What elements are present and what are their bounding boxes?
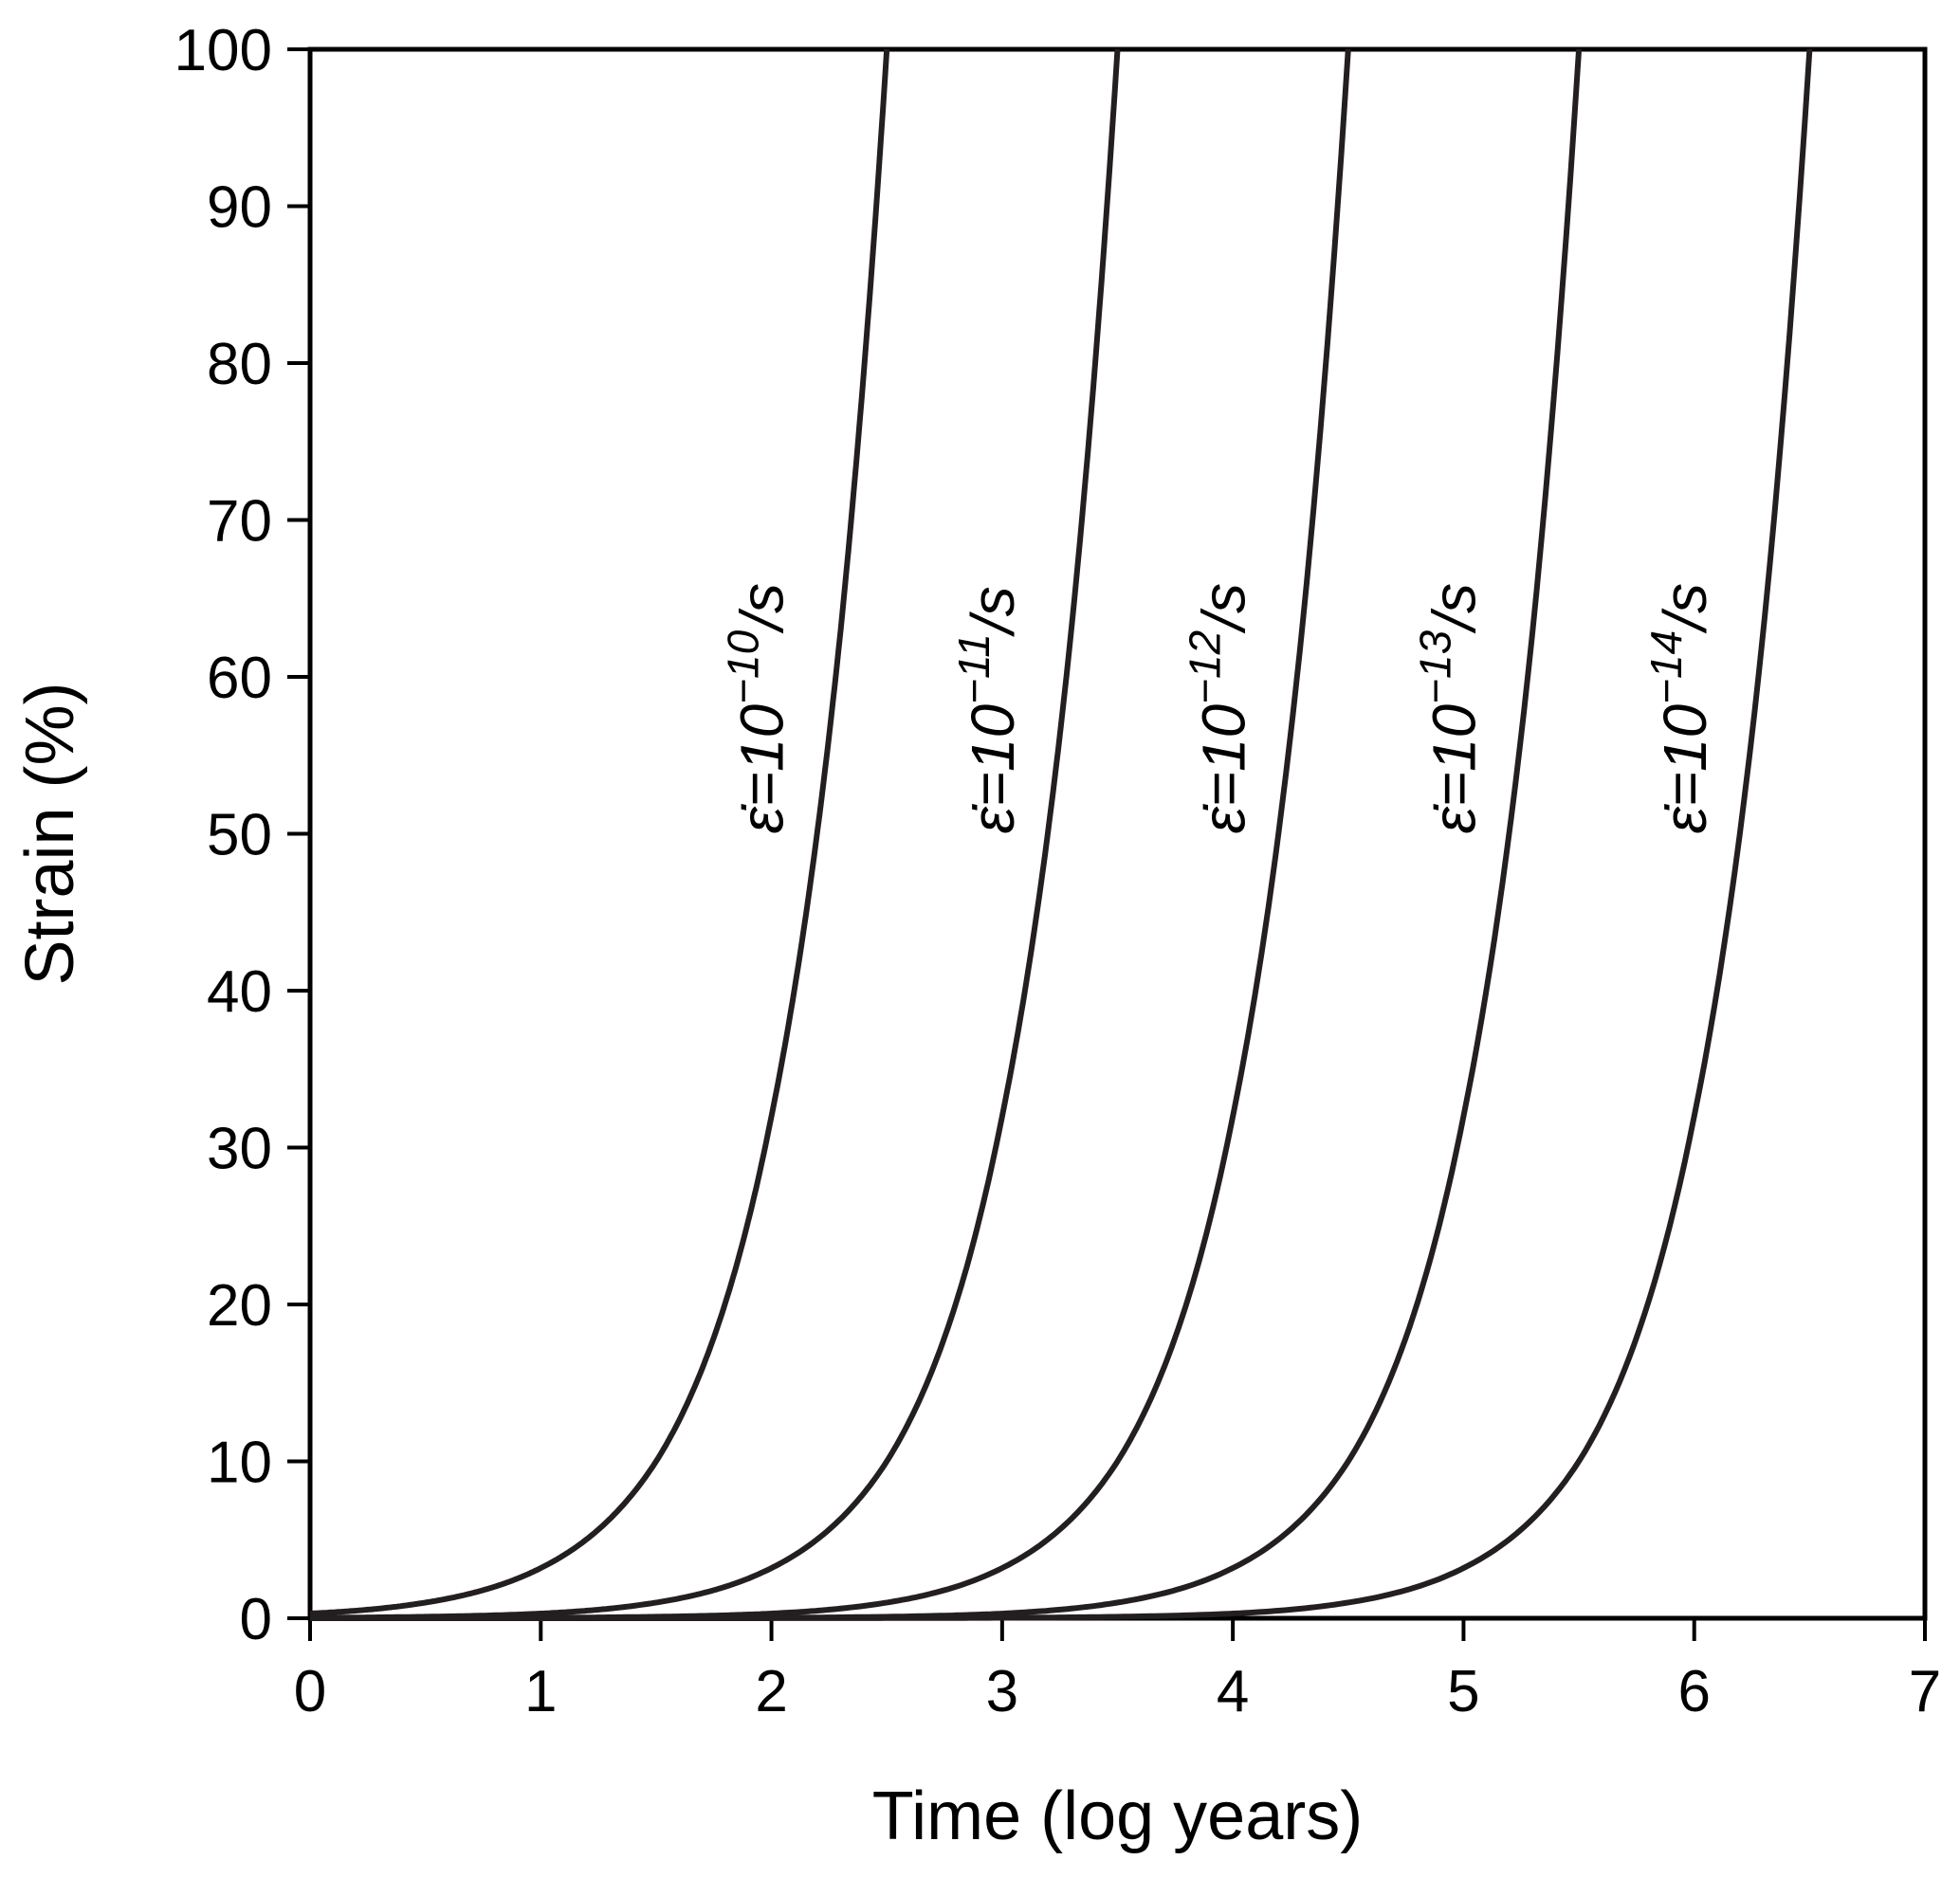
y-tick-label: 0 xyxy=(240,1587,272,1652)
y-tick-label: 80 xyxy=(207,332,272,397)
x-tick-label: 5 xyxy=(1447,1659,1479,1724)
y-tick-label: 100 xyxy=(174,18,272,83)
rate-label-14: ε̇=10−14/s xyxy=(1641,583,1719,833)
x-tick-label: 4 xyxy=(1217,1659,1249,1724)
rate-label-11: ε̇=10−11/s xyxy=(949,586,1027,833)
y-tick-label: 90 xyxy=(207,175,272,241)
series-line-14 xyxy=(310,48,1813,1621)
x-tick-label: 0 xyxy=(294,1659,326,1724)
x-tick-label: 6 xyxy=(1677,1659,1710,1724)
y-tick-label: 30 xyxy=(207,1117,272,1182)
y-axis-title: Strain (%) xyxy=(12,682,88,985)
x-axis-title: Time (log years) xyxy=(872,1778,1363,1854)
y-tick-label: 70 xyxy=(207,489,272,555)
series-line-10 xyxy=(309,48,890,1616)
y-axis: 0 10 20 30 40 50 60 70 80 90 100 xyxy=(174,18,310,1652)
rate-label-13: ε̇=10−13/s xyxy=(1411,583,1489,834)
rate-label-10: ε̇=10−10/s xyxy=(719,583,797,834)
curves xyxy=(309,48,1813,1621)
x-tick-label: 2 xyxy=(755,1659,787,1724)
y-tick-label: 50 xyxy=(207,803,272,868)
x-axis: 0 1 2 3 4 5 6 7 xyxy=(294,1618,1941,1724)
y-tick-label: 40 xyxy=(207,959,272,1025)
x-tick-label: 3 xyxy=(986,1659,1018,1724)
y-tick-label: 20 xyxy=(207,1273,272,1339)
y-tick-label: 10 xyxy=(207,1431,272,1496)
x-tick-label: 1 xyxy=(524,1659,557,1724)
rate-label-12: ε̇=10−12/s xyxy=(1180,583,1257,834)
series-line-13 xyxy=(310,48,1583,1621)
rate-labels: ε̇=10−10/s ε̇=10−11/s ε̇=10−12/s ε̇=10−13/s… xyxy=(719,583,1719,834)
y-tick-label: 60 xyxy=(207,646,272,711)
x-tick-label: 7 xyxy=(1909,1659,1941,1724)
